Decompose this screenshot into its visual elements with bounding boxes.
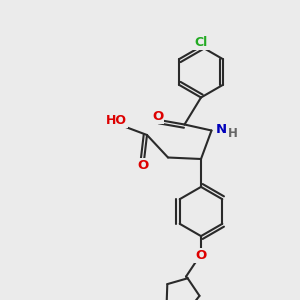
Text: O: O [137, 159, 148, 172]
Text: Cl: Cl [194, 36, 208, 50]
Text: HO: HO [106, 114, 127, 127]
Text: O: O [195, 249, 207, 262]
Text: N: N [216, 122, 227, 136]
Text: H: H [228, 127, 238, 140]
Text: O: O [152, 110, 163, 123]
